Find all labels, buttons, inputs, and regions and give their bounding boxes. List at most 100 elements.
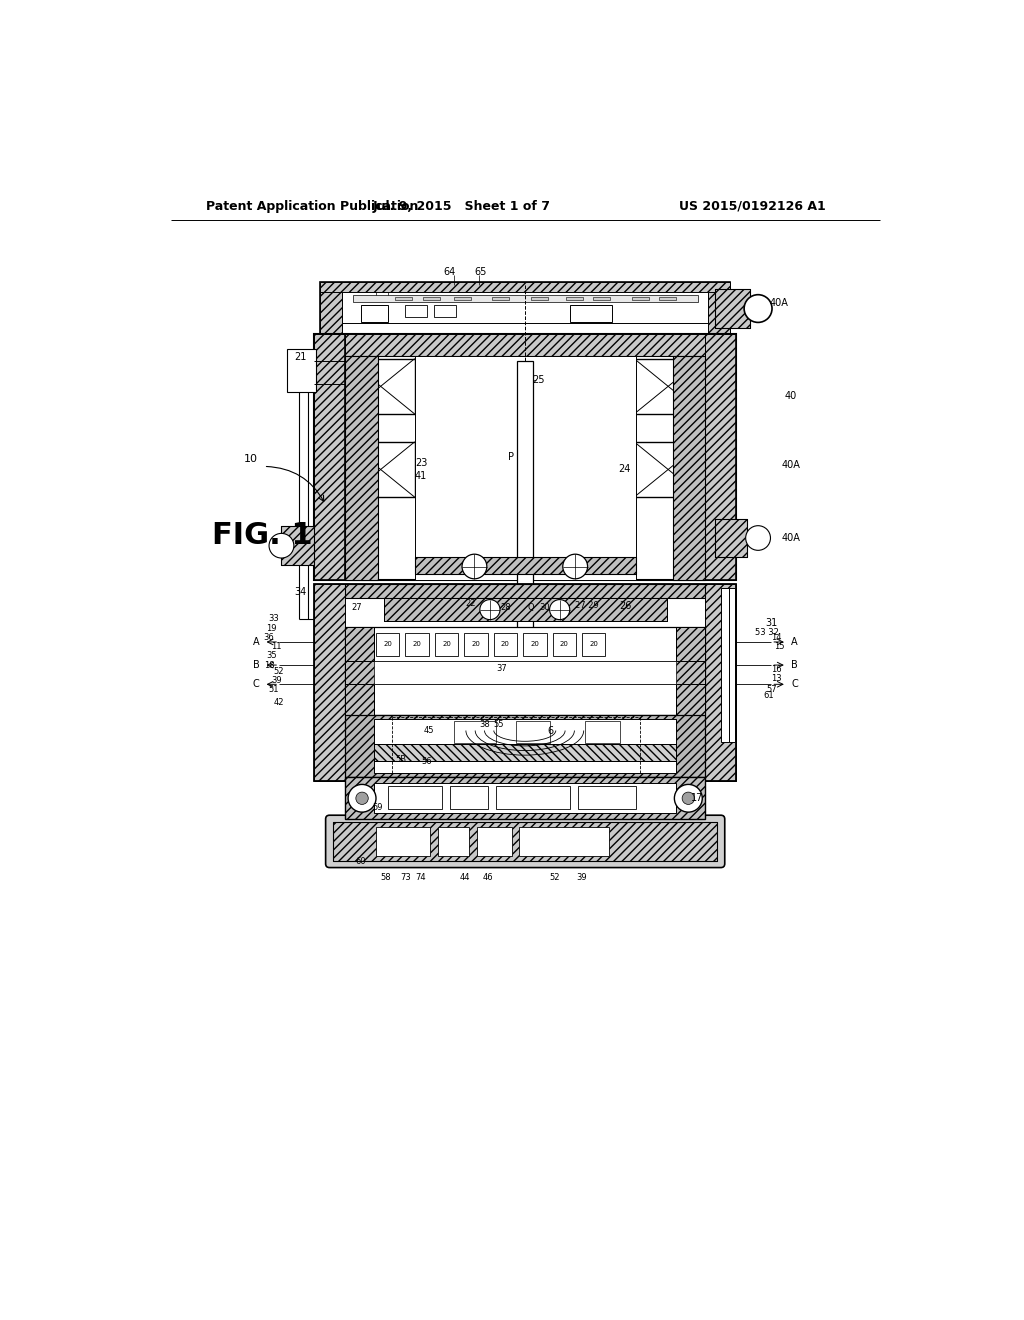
Text: 57: 57 <box>766 685 776 694</box>
Circle shape <box>356 792 369 804</box>
Bar <box>375 744 676 762</box>
Bar <box>334 822 717 861</box>
Bar <box>434 305 456 317</box>
Circle shape <box>348 784 376 812</box>
Text: 61: 61 <box>764 692 774 701</box>
Bar <box>634 442 702 498</box>
Text: 30: 30 <box>539 603 550 611</box>
Bar <box>282 527 314 565</box>
Bar <box>287 350 316 392</box>
Bar <box>314 334 736 581</box>
Bar <box>282 527 314 565</box>
Text: A: A <box>792 638 798 647</box>
Text: 14: 14 <box>771 632 782 642</box>
Bar <box>415 557 636 574</box>
Text: A: A <box>253 638 259 647</box>
Bar <box>438 826 469 855</box>
Bar <box>342 293 709 323</box>
Text: 6: 6 <box>547 726 553 735</box>
Bar <box>477 826 512 855</box>
Text: US 2015/0192126 A1: US 2015/0192126 A1 <box>679 199 825 213</box>
Text: 53 32: 53 32 <box>756 628 779 638</box>
Text: 16: 16 <box>771 665 782 675</box>
Text: 56: 56 <box>421 756 432 766</box>
Text: B: B <box>792 660 798 671</box>
Bar <box>715 289 750 327</box>
Text: 38: 38 <box>479 719 489 729</box>
Bar <box>345 627 375 715</box>
Text: 15: 15 <box>774 642 784 651</box>
Text: 23: 23 <box>415 458 427 469</box>
Text: 28: 28 <box>500 603 511 611</box>
Text: 20: 20 <box>560 642 568 647</box>
Text: 65: 65 <box>474 268 486 277</box>
Bar <box>676 627 706 715</box>
Text: B: B <box>253 660 259 671</box>
Bar <box>376 826 430 855</box>
Bar <box>352 296 697 302</box>
Bar <box>314 334 345 581</box>
Circle shape <box>563 554 588 578</box>
Bar <box>346 442 415 498</box>
Text: 36: 36 <box>263 632 274 642</box>
Bar <box>395 297 413 300</box>
Bar <box>566 297 583 300</box>
Text: 21: 21 <box>294 352 306 362</box>
Text: 13: 13 <box>771 675 782 684</box>
Text: 35: 35 <box>266 651 276 660</box>
FancyBboxPatch shape <box>326 816 725 867</box>
Text: 58: 58 <box>380 873 390 882</box>
Text: 17: 17 <box>691 793 703 804</box>
Text: 20: 20 <box>501 642 510 647</box>
Text: 39: 39 <box>271 676 283 685</box>
Text: 40A: 40A <box>770 298 788 308</box>
Text: 20: 20 <box>442 642 451 647</box>
Bar <box>345 355 378 581</box>
Bar <box>406 632 429 656</box>
Circle shape <box>462 554 486 578</box>
Bar <box>515 721 550 743</box>
Bar <box>519 826 608 855</box>
Text: 19: 19 <box>266 623 276 632</box>
Text: 20: 20 <box>590 642 598 647</box>
Text: FIG. 1: FIG. 1 <box>212 521 312 550</box>
Circle shape <box>480 599 500 619</box>
Bar <box>375 744 676 762</box>
Bar <box>334 822 717 861</box>
Bar <box>658 297 676 300</box>
Text: 20: 20 <box>530 642 540 647</box>
Bar <box>345 334 706 355</box>
Bar <box>632 297 649 300</box>
Bar <box>406 305 427 317</box>
Bar <box>321 281 730 334</box>
Bar <box>321 281 730 293</box>
Bar <box>583 632 605 656</box>
Text: P: P <box>508 453 514 462</box>
Bar <box>345 715 706 776</box>
Bar <box>345 585 706 598</box>
Text: 40A: 40A <box>781 459 800 470</box>
Text: 33: 33 <box>268 614 280 623</box>
Bar <box>673 355 706 581</box>
Bar <box>634 359 702 414</box>
Bar <box>345 355 378 581</box>
Bar <box>314 585 345 780</box>
Bar <box>346 359 415 414</box>
Bar <box>345 627 706 715</box>
Bar <box>314 334 345 581</box>
Bar <box>586 721 621 743</box>
Bar <box>345 661 706 684</box>
Text: 22: 22 <box>465 599 476 609</box>
Bar <box>345 776 706 818</box>
Bar <box>454 721 496 743</box>
Bar <box>531 297 548 300</box>
Bar <box>384 598 667 622</box>
Text: 60: 60 <box>355 857 366 866</box>
Bar <box>384 598 667 622</box>
Text: 20: 20 <box>413 642 422 647</box>
Text: Q: Q <box>527 603 535 611</box>
Bar <box>569 305 612 322</box>
Text: 52: 52 <box>273 667 285 676</box>
Bar <box>376 632 399 656</box>
Bar <box>709 281 730 334</box>
